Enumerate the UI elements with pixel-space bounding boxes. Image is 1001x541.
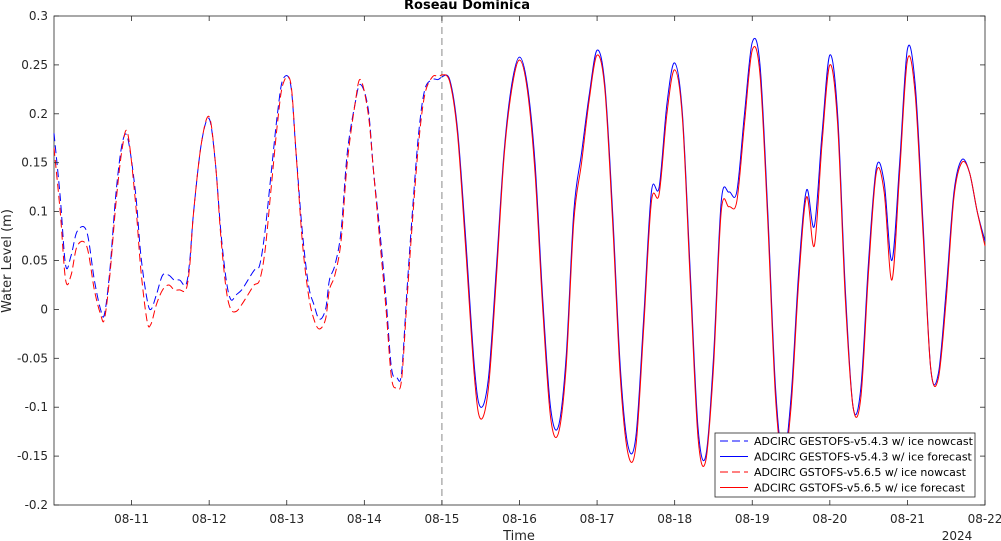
x-tick-label: 08-15 xyxy=(424,512,459,526)
series-layer xyxy=(53,38,986,467)
x-tick-label: 08-11 xyxy=(114,512,149,526)
y-tick-label: 0.2 xyxy=(29,107,48,121)
x-axis-title: Time xyxy=(502,529,535,541)
y-tick-label: 0.05 xyxy=(21,254,48,268)
legend-label-2: ADCIRC GESTOFS-v5.4.3 w/ ice forecast xyxy=(754,451,973,464)
x-tick-label: 08-20 xyxy=(812,512,847,526)
legend: ADCIRC GESTOFS-v5.4.3 w/ ice nowcast ADCI… xyxy=(714,432,976,498)
legend-label-3: ADCIRC GSTOFS-v5.6.5 w/ ice nowcast xyxy=(754,466,967,479)
x-tick-label: 08-14 xyxy=(347,512,382,526)
series-line-1 xyxy=(53,75,443,382)
x-tick-label: 08-12 xyxy=(192,512,227,526)
y-tick-label: 0.1 xyxy=(29,205,48,219)
y-tick-label: 0.15 xyxy=(21,156,48,170)
x-tick-label: 08-16 xyxy=(502,512,537,526)
y-axis-title: Water Level (m) xyxy=(0,209,15,313)
y-tick-label: -0.2 xyxy=(25,498,48,512)
x-tick-label: 08-18 xyxy=(657,512,692,526)
legend-label-1: ADCIRC GESTOFS-v5.4.3 w/ ice nowcast xyxy=(754,435,974,448)
y-tick-label: -0.05 xyxy=(17,351,48,365)
x-tick-label: 08-22 xyxy=(968,512,1001,526)
x-tick-label: 08-13 xyxy=(269,512,304,526)
y-tick-label: -0.15 xyxy=(17,449,48,463)
series-line-4 xyxy=(441,46,986,467)
plot-frame xyxy=(53,15,986,506)
chart-title: Roseau Dominica xyxy=(404,0,530,13)
y-tick-label: 0.25 xyxy=(21,58,48,72)
legend-box xyxy=(714,432,976,498)
y-tick-label: 0 xyxy=(40,302,48,316)
x-axis: 08-11 08-12 08-13 08-14 08-15 08-16 08-17 08-18… xyxy=(114,16,1001,526)
x-tick-label: 08-17 xyxy=(580,512,615,526)
y-tick-label: -0.1 xyxy=(25,400,48,414)
x-axis-year-label: 2024 xyxy=(942,529,973,541)
y-tick-label: 0.3 xyxy=(29,9,48,23)
y-axis: -0.2 -0.15 -0.1 -0.05 0 0.05 0.1 0.15 0.2 0.25 0.3 xyxy=(17,9,985,512)
x-tick-label: 08-19 xyxy=(735,512,770,526)
x-tick-label: 08-21 xyxy=(890,512,925,526)
legend-label-4: ADCIRC GSTOFS-v5.6.5 w/ ice forecast xyxy=(754,482,966,495)
series-line-3 xyxy=(53,74,443,390)
plot-area xyxy=(53,15,986,506)
